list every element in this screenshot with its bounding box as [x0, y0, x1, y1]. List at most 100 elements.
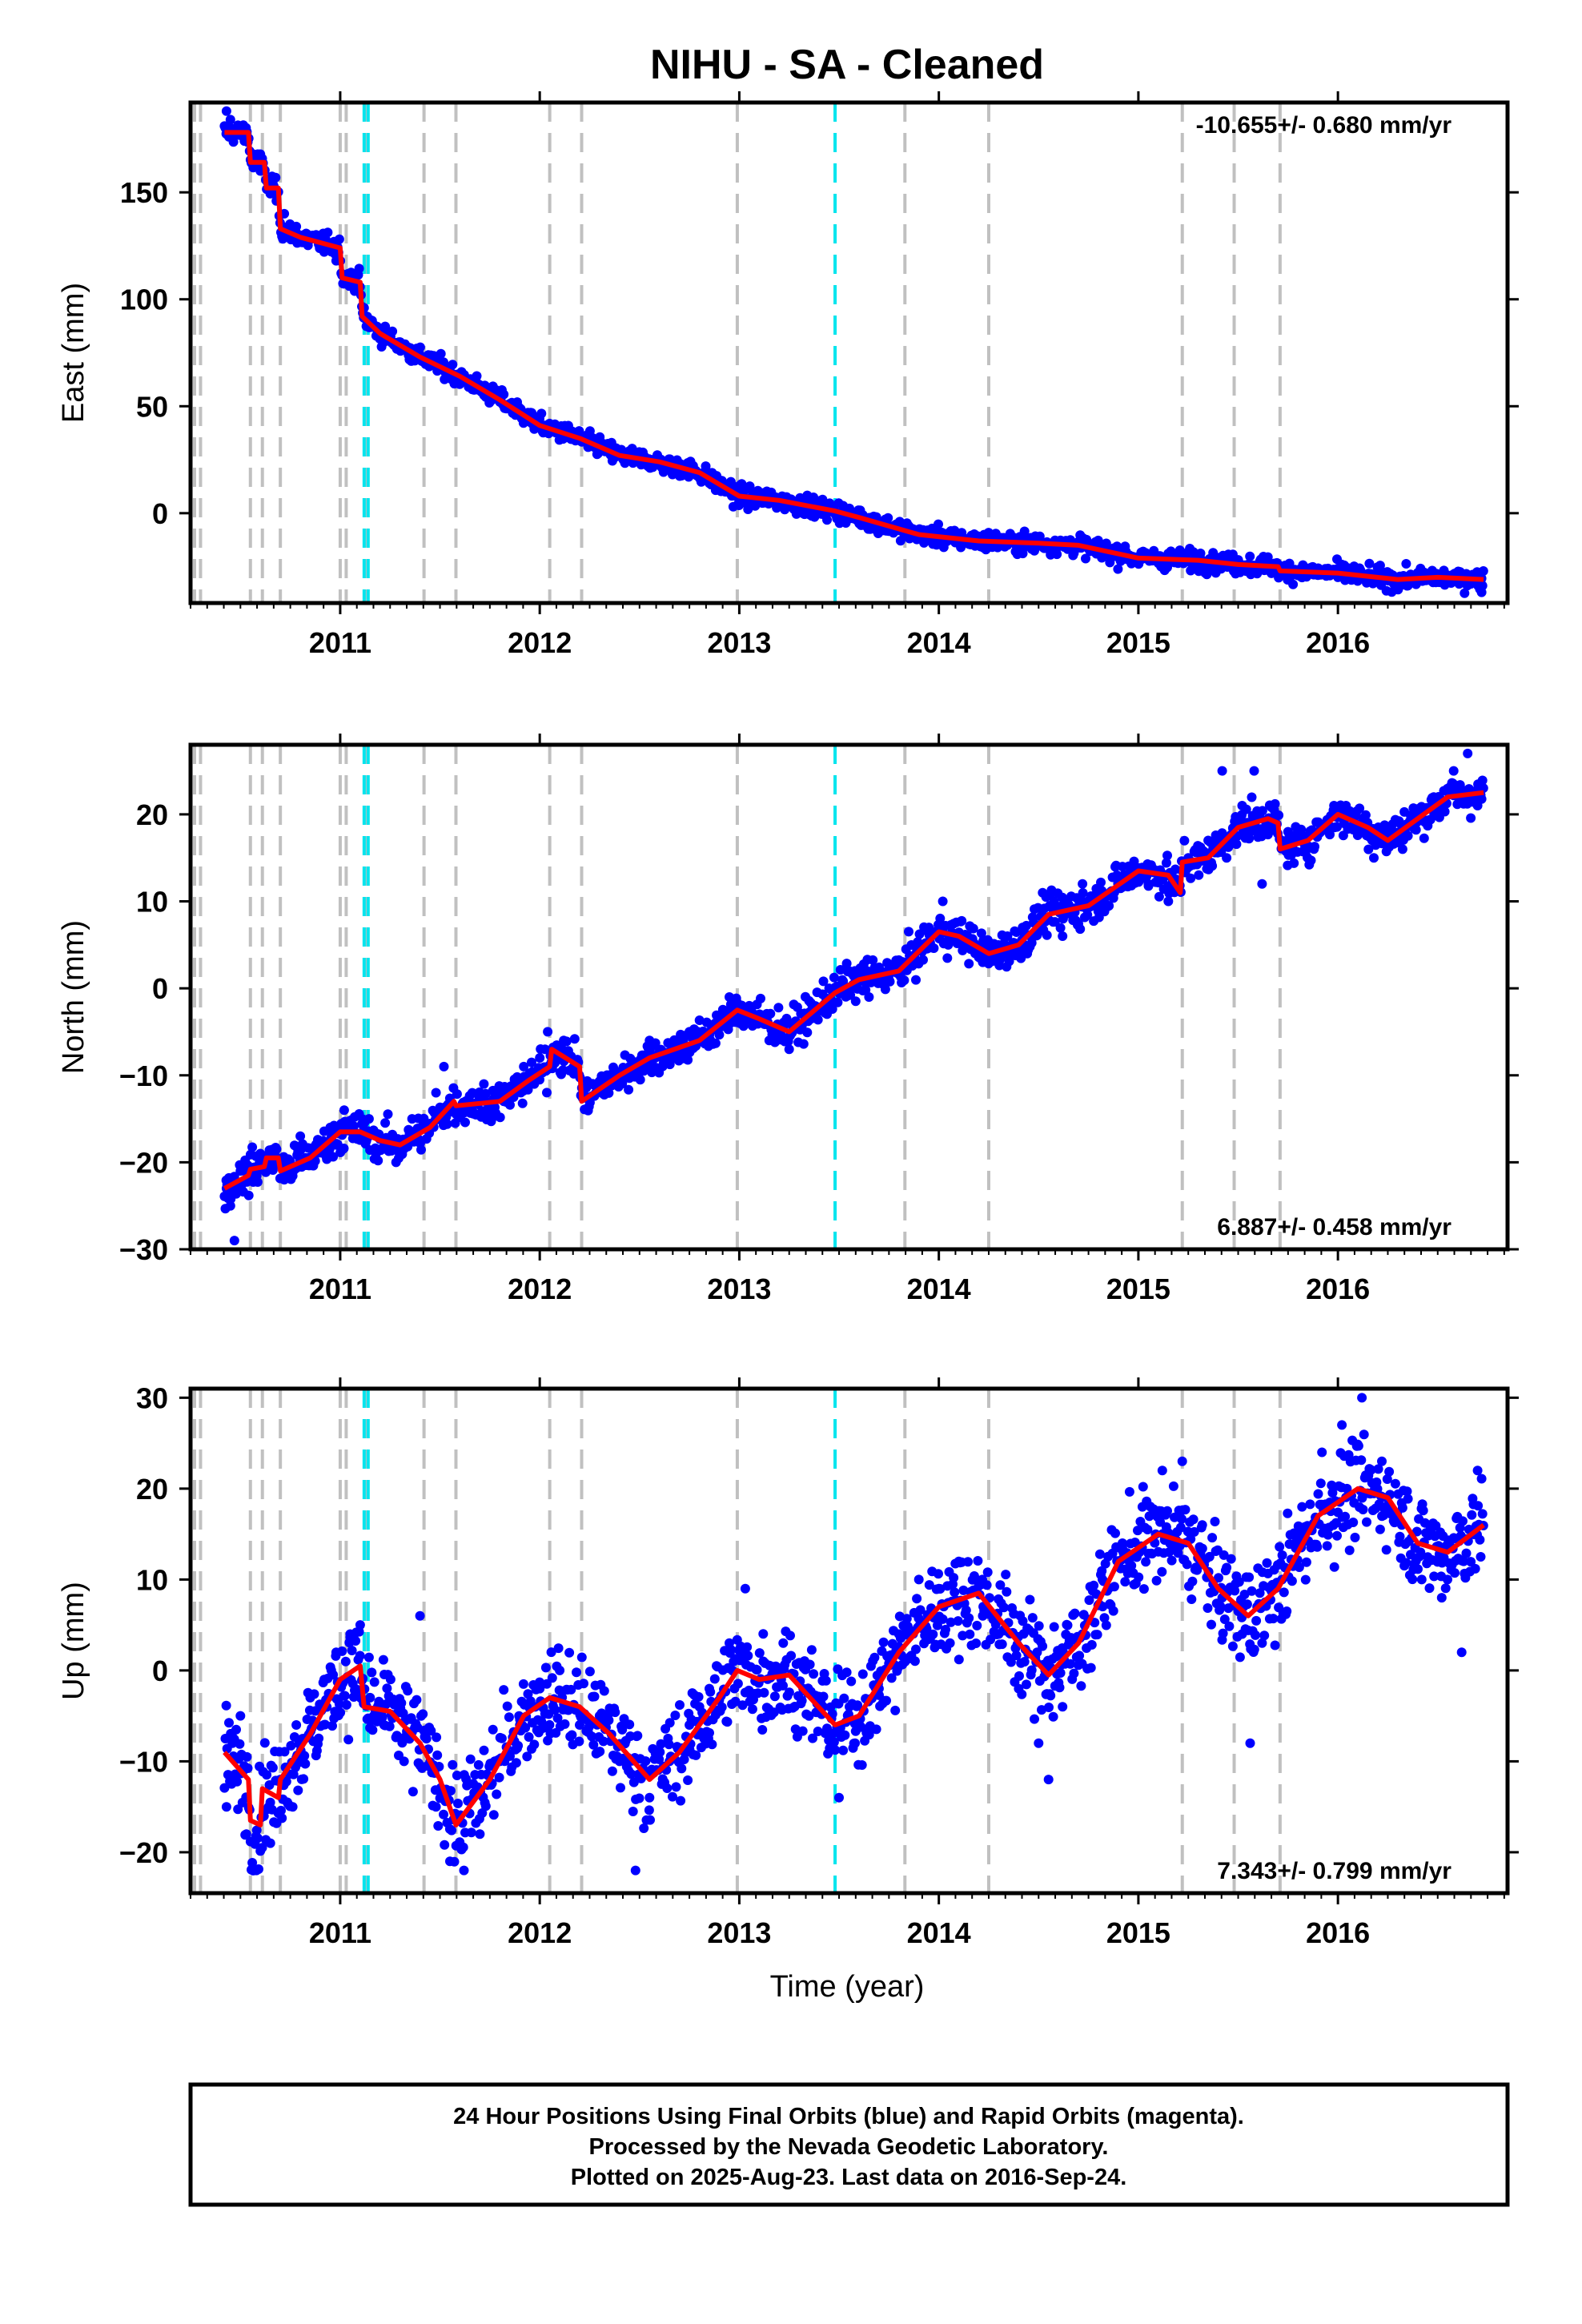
x-axis-label: Time (year) [770, 1970, 925, 2004]
north-data-point [542, 1088, 552, 1098]
east-x-tick-label: 2011 [309, 626, 371, 659]
north-data-point [829, 972, 839, 983]
up-data-point [1014, 1671, 1024, 1681]
up-data-point [1473, 1501, 1484, 1511]
up-data-point [1337, 1420, 1347, 1430]
up-data-point [1186, 1594, 1197, 1604]
north-data-point [1397, 844, 1407, 854]
up-data-point [630, 1865, 640, 1876]
north-data-point [1355, 803, 1365, 814]
up-data-point [1126, 1561, 1137, 1570]
up-data-point [1373, 1464, 1383, 1474]
north-data-point [978, 957, 988, 967]
east-data-point [379, 324, 389, 335]
east-data-point [536, 408, 547, 419]
north-data-point [1078, 888, 1088, 898]
north-data-point [279, 1175, 290, 1185]
up-data-point [1227, 1641, 1238, 1651]
north-x-tick-label: 2012 [508, 1273, 572, 1305]
up-data-point [1416, 1574, 1427, 1585]
up-data-point [576, 1652, 587, 1663]
north-data-point [924, 923, 934, 933]
up-data-point [299, 1751, 310, 1761]
up-data-point [924, 1580, 934, 1590]
up-data-point [421, 1734, 432, 1744]
north-data-point [824, 983, 834, 994]
north-data-point [1270, 798, 1280, 809]
up-y-tick-label: 30 [136, 1381, 168, 1414]
up-data-point [594, 1711, 604, 1721]
up-data-point [412, 1695, 422, 1705]
up-data-point [995, 1580, 1006, 1590]
north-data-point [380, 1118, 391, 1128]
up-data-point [494, 1772, 504, 1783]
up-data-point [1027, 1613, 1038, 1623]
up-data-point [754, 1648, 765, 1659]
up-data-point [1429, 1571, 1439, 1582]
up-data-point [1353, 1441, 1363, 1451]
north-data-point [833, 997, 843, 1007]
up-data-point [257, 1843, 267, 1853]
up-data-point [1327, 1488, 1338, 1498]
up-data-point [990, 1619, 1001, 1630]
north-data-point [964, 959, 974, 969]
up-data-point [445, 1856, 455, 1867]
east-data-point [728, 501, 738, 512]
up-data-point [1162, 1506, 1172, 1516]
up-data-point [1382, 1474, 1392, 1484]
up-data-point [1476, 1474, 1487, 1484]
up-data-point [1251, 1630, 1260, 1640]
north-data-point [737, 1000, 747, 1011]
up-data-point [1177, 1514, 1186, 1524]
up-data-point [319, 1675, 329, 1685]
up-data-point [1098, 1602, 1108, 1612]
north-data-point [452, 1089, 462, 1100]
up-data-point [834, 1792, 844, 1803]
up-data-point [1300, 1574, 1311, 1585]
up-data-point [1450, 1568, 1460, 1578]
up-data-point [1203, 1603, 1213, 1613]
up-data-point [1332, 1530, 1342, 1541]
north-data-point [1058, 931, 1068, 941]
up-data-point [475, 1829, 485, 1839]
up-data-point [911, 1644, 921, 1655]
up-data-point [928, 1629, 938, 1639]
north-data-point [1237, 801, 1247, 810]
up-data-point [1461, 1548, 1472, 1558]
north-data-point [247, 1142, 258, 1152]
north-data-point [798, 1039, 809, 1049]
up-data-point [1168, 1481, 1178, 1491]
up-data-point [252, 1833, 263, 1844]
east-data-point [616, 444, 627, 455]
up-data-point [560, 1719, 570, 1729]
up-data-point [878, 1637, 889, 1647]
up-data-point [946, 1617, 956, 1627]
north-data-point [1408, 809, 1419, 819]
up-data-point [1018, 1616, 1028, 1626]
up-data-point [331, 1647, 341, 1658]
north-data-point [976, 928, 986, 939]
up-data-point [1110, 1528, 1120, 1538]
up-data-point [850, 1738, 860, 1748]
up-data-point [662, 1783, 673, 1793]
north-data-point [527, 1057, 536, 1068]
up-data-point [396, 1698, 407, 1708]
north-data-point [339, 1144, 349, 1153]
up-data-point [279, 1747, 290, 1757]
up-daily-dots [219, 1429, 1488, 1876]
north-data-point [1042, 930, 1052, 940]
up-data-point [840, 1730, 850, 1740]
up-data-point [797, 1726, 808, 1736]
up-data-point [465, 1754, 476, 1764]
up-data-point [369, 1677, 379, 1687]
up-data-point [1025, 1594, 1035, 1605]
east-data-point [1288, 579, 1299, 589]
up-data-point [1134, 1572, 1144, 1582]
up-data-point [841, 1667, 852, 1678]
up-data-point [1210, 1517, 1220, 1526]
up-data-point [265, 1838, 275, 1848]
up-data-point [1397, 1502, 1407, 1513]
up-data-point [634, 1793, 644, 1803]
up-data-point [691, 1750, 701, 1760]
north-frame [188, 742, 1510, 1252]
